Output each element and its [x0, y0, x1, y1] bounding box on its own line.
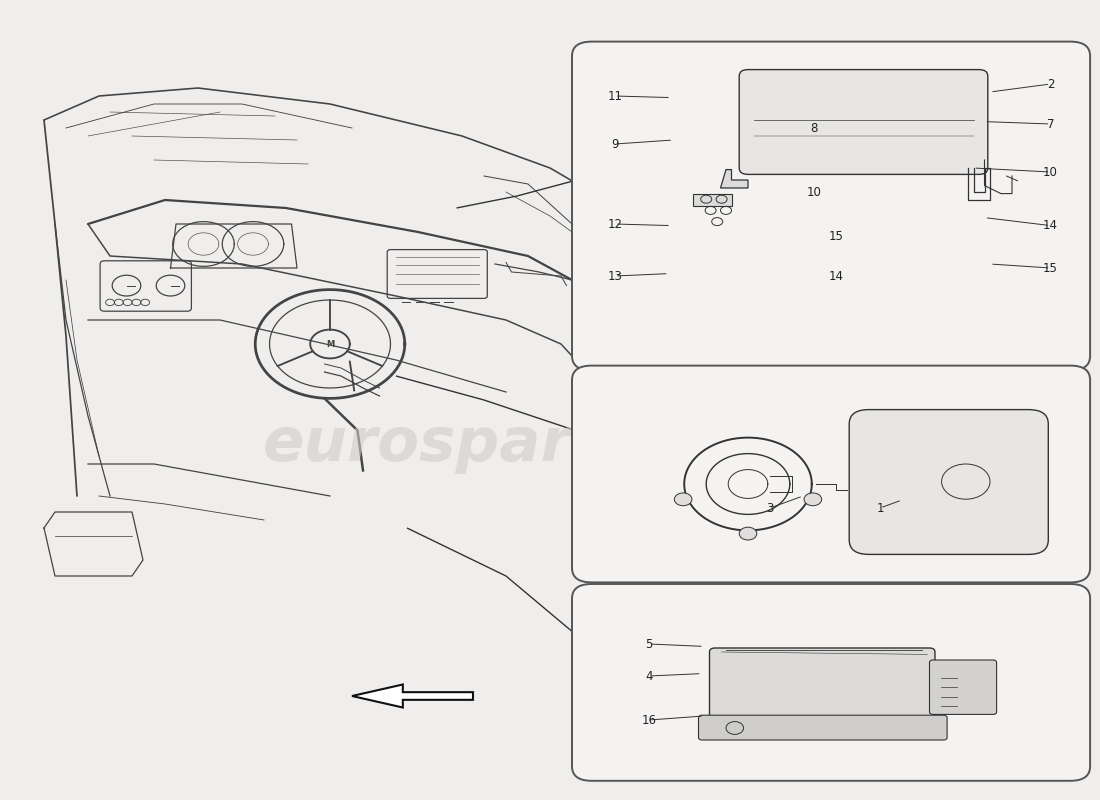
Polygon shape [693, 194, 732, 206]
Text: 8: 8 [811, 122, 817, 134]
Text: eurospares: eurospares [263, 414, 650, 474]
FancyBboxPatch shape [710, 648, 935, 728]
Circle shape [674, 493, 692, 506]
FancyBboxPatch shape [849, 410, 1048, 554]
Polygon shape [352, 685, 473, 707]
Circle shape [726, 722, 744, 734]
Text: 9: 9 [612, 138, 618, 150]
Text: 1: 1 [877, 502, 883, 514]
Circle shape [739, 527, 757, 540]
FancyBboxPatch shape [572, 42, 1090, 370]
FancyBboxPatch shape [930, 660, 997, 714]
Circle shape [804, 493, 822, 506]
Text: 12: 12 [607, 218, 623, 230]
Text: 4: 4 [646, 670, 652, 682]
Text: 11: 11 [607, 90, 623, 102]
Text: 10: 10 [1043, 166, 1058, 178]
Text: 14: 14 [828, 270, 844, 282]
Text: 15: 15 [828, 230, 844, 242]
Text: 15: 15 [1043, 262, 1058, 274]
Text: 2: 2 [1047, 78, 1054, 90]
Text: 14: 14 [1043, 219, 1058, 232]
Text: 10: 10 [806, 186, 822, 198]
Text: M: M [326, 339, 334, 349]
Text: 3: 3 [767, 502, 773, 514]
FancyBboxPatch shape [572, 584, 1090, 781]
Polygon shape [720, 170, 748, 188]
Text: 5: 5 [646, 638, 652, 650]
FancyBboxPatch shape [739, 70, 988, 174]
FancyBboxPatch shape [572, 366, 1090, 582]
Text: 16: 16 [641, 714, 657, 726]
Text: 13: 13 [607, 270, 623, 282]
FancyBboxPatch shape [698, 715, 947, 740]
Text: 7: 7 [1047, 118, 1054, 130]
